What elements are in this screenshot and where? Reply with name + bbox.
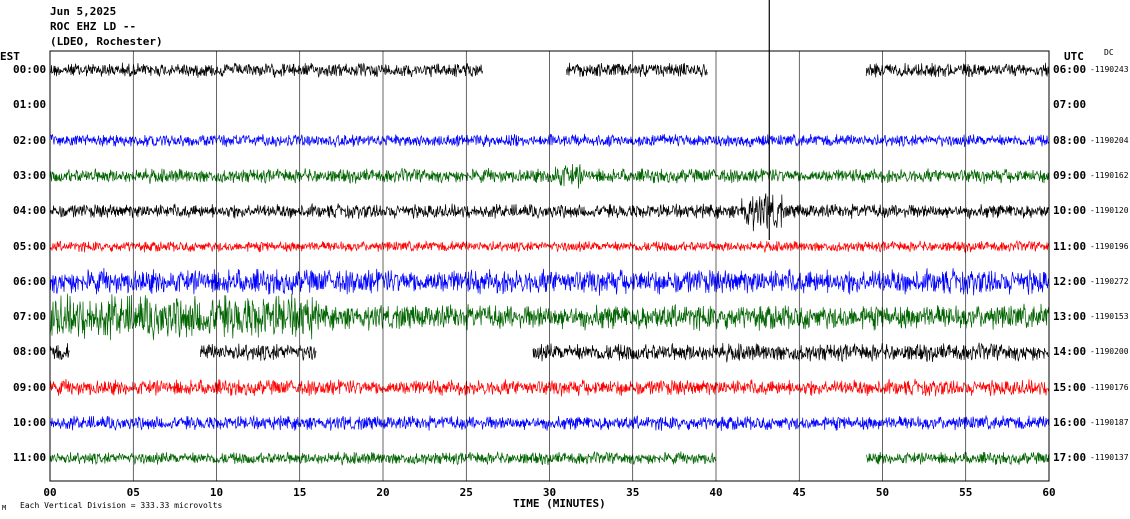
dc-offset-label: -1190162 bbox=[1090, 170, 1129, 180]
est-row-label: 10:00 bbox=[13, 416, 47, 429]
utc-row-label: 17:00 bbox=[1053, 451, 1087, 465]
est-row-label: 09:00 bbox=[13, 380, 47, 394]
x-tick-label: 10 bbox=[210, 486, 223, 499]
utc-row-label: 07:00 bbox=[1053, 98, 1087, 112]
x-tick-label: 30 bbox=[543, 486, 556, 499]
est-row-label: 00:00 bbox=[13, 63, 47, 76]
x-tick-label: 55 bbox=[959, 486, 972, 499]
dc-offset-label: -1190200 bbox=[1090, 347, 1129, 357]
dc-offset-label: -1190243 bbox=[1090, 65, 1129, 74]
trace-0800 bbox=[49, 342, 1050, 363]
x-tick-label: 45 bbox=[793, 486, 806, 499]
x-tick-label: 20 bbox=[376, 486, 389, 499]
dc-label: DC bbox=[1104, 48, 1114, 57]
est-row-label: 07:00 bbox=[13, 310, 47, 324]
left-timezone: EST bbox=[0, 50, 20, 63]
right-timezone: UTC bbox=[1064, 50, 1084, 63]
header-date: Jun 5,2025 bbox=[50, 5, 117, 18]
utc-row-label: 12:00 bbox=[1053, 274, 1087, 288]
x-tick-label: 25 bbox=[460, 486, 473, 499]
utc-row-label: 14:00 bbox=[1053, 345, 1087, 359]
est-row-label: 04:00 bbox=[13, 204, 47, 218]
grid-lines bbox=[132, 51, 967, 481]
header-network: (LDEO, Rochester) bbox=[50, 35, 163, 48]
est-row-label: 01:00 bbox=[13, 98, 47, 112]
x-ticks: 00 05 10 15 20 25 30 35 40 45 50 55 60 bbox=[43, 486, 1055, 499]
utc-row-label: 16:00 bbox=[1053, 416, 1087, 429]
utc-row-label: 08:00 bbox=[1053, 133, 1087, 147]
dc-offset-label: -1190272 bbox=[1090, 276, 1129, 286]
dc-offset-label: -1190137 bbox=[1090, 453, 1129, 463]
utc-row-label: 10:00 bbox=[1053, 204, 1087, 218]
dc-offset-label: -1190120 bbox=[1090, 206, 1129, 216]
x-axis-title: TIME (MINUTES) bbox=[513, 497, 606, 510]
header-station: ROC EHZ LD -- bbox=[50, 20, 137, 33]
est-row-label: 11:00 bbox=[13, 451, 47, 465]
utc-row-label: 15:00 bbox=[1053, 380, 1087, 394]
est-row-label: 08:00 bbox=[13, 345, 47, 359]
x-tick-label: 15 bbox=[293, 486, 306, 499]
x-tick-label: 05 bbox=[127, 486, 140, 499]
x-tick-label: 00 bbox=[43, 486, 56, 499]
est-row-label: 03:00 bbox=[13, 168, 47, 182]
scale-note: Each Vertical Division = 333.33 microvol… bbox=[20, 501, 223, 510]
est-row-label: 06:00 bbox=[13, 274, 47, 288]
utc-row-label: 11:00 bbox=[1053, 239, 1087, 253]
x-tick-label: 35 bbox=[626, 486, 639, 499]
utc-row-label: 13:00 bbox=[1053, 310, 1087, 324]
x-tick-label: 50 bbox=[876, 486, 889, 499]
dc-offset-label: -1190187 bbox=[1090, 418, 1129, 427]
dc-offset-label: -1190204 bbox=[1090, 135, 1129, 145]
utc-row-label: 06:00 bbox=[1053, 63, 1087, 76]
dc-offset-label: -1190196 bbox=[1090, 241, 1129, 251]
utc-row-label: 09:00 bbox=[1053, 168, 1087, 182]
corner-mark: M bbox=[2, 504, 7, 512]
dc-offset-label: -1190153 bbox=[1090, 312, 1129, 322]
est-row-label: 02:00 bbox=[13, 133, 47, 147]
dc-offset-label: -1190176 bbox=[1090, 382, 1129, 392]
x-tick-label: 60 bbox=[1042, 486, 1055, 499]
trace-0000 bbox=[49, 62, 1050, 78]
x-tick-label: 40 bbox=[709, 486, 722, 499]
est-row-label: 05:00 bbox=[13, 239, 47, 253]
